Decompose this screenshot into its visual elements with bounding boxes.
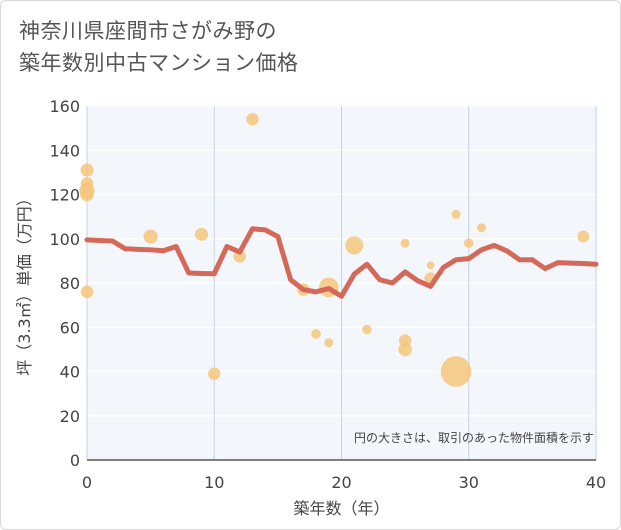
bubble-size-note: 円の大きさは、取引のあった物件面積を示す <box>354 430 594 445</box>
chart-title-line-2: 築年数別中古マンション価格 <box>19 51 299 75</box>
scatter-point <box>398 342 412 357</box>
scatter-point <box>451 209 461 219</box>
y-tick-label: 80 <box>60 274 80 293</box>
x-axis-ticks: 0 10 20 30 40 <box>82 473 606 492</box>
scatter-point <box>324 338 334 348</box>
x-tick-label: 10 <box>204 473 224 492</box>
scatter-point <box>426 261 435 270</box>
x-tick-label: 0 <box>82 473 92 492</box>
scatter-point <box>195 227 209 241</box>
scatter-point <box>143 229 158 244</box>
x-tick-label: 20 <box>331 473 351 492</box>
y-tick-label: 160 <box>49 97 80 116</box>
grid <box>86 105 597 461</box>
scatter-point <box>80 187 94 202</box>
scatter-point <box>400 238 410 248</box>
scatter-point <box>80 163 94 177</box>
y-tick-label: 20 <box>60 407 80 426</box>
x-tick-label: 30 <box>459 473 479 492</box>
scatter-point <box>311 329 321 339</box>
chart-title-line-1: 神奈川県座間市さがみ野の <box>19 19 277 43</box>
scatter-point <box>80 285 94 299</box>
scatter-point <box>246 113 259 126</box>
scatter-point <box>464 238 474 248</box>
scatter-series <box>79 113 590 387</box>
y-tick-label: 60 <box>60 318 80 337</box>
y-tick-label: 120 <box>49 186 80 205</box>
y-tick-label: 140 <box>49 141 80 160</box>
y-axis-title: 坪（3.3㎡）単価（万円） <box>15 190 34 375</box>
scatter-point <box>362 324 372 335</box>
y-axis-ticks: 0 20 40 60 80 100 120 140 160 <box>49 97 80 470</box>
y-tick-label: 40 <box>60 363 80 382</box>
scatter-point <box>476 223 486 233</box>
scatter-point <box>577 230 590 243</box>
x-tick-label: 40 <box>586 473 606 492</box>
x-axis-title: 築年数（年） <box>293 499 389 518</box>
average-line <box>84 226 599 299</box>
chart-title: 神奈川県座間市さがみ野の 築年数別中古マンション価格 <box>19 15 299 79</box>
scatter-point <box>440 356 472 387</box>
scatter-point <box>208 367 221 380</box>
y-tick-label: 0 <box>70 451 80 470</box>
y-tick-label: 100 <box>49 230 80 249</box>
scatter-point <box>345 236 364 255</box>
